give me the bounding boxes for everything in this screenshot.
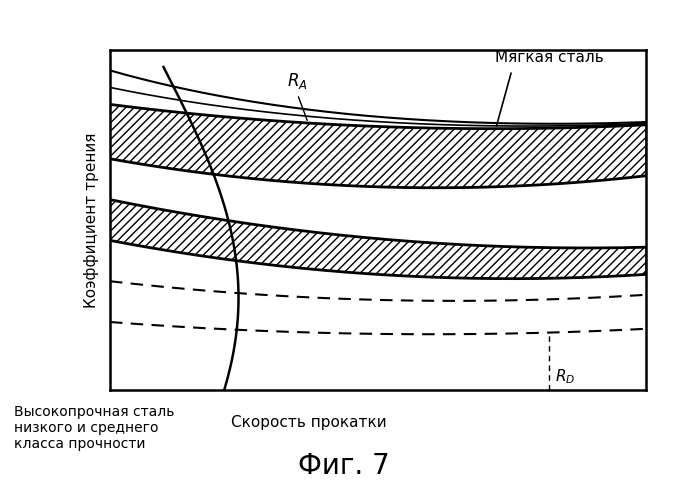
Text: Высокопрочная сталь
низкого и среднего
класса прочности: Высокопрочная сталь низкого и среднего к… <box>14 405 174 452</box>
Text: $R_A$: $R_A$ <box>287 71 308 91</box>
Text: Мягкая сталь: Мягкая сталь <box>495 50 604 65</box>
Text: Фиг. 7: Фиг. 7 <box>297 452 390 480</box>
Text: $R_D$: $R_D$ <box>554 367 575 386</box>
Y-axis label: Коэффициент трения: Коэффициент трения <box>84 132 99 308</box>
Text: Скорость прокатки: Скорость прокатки <box>232 415 387 430</box>
